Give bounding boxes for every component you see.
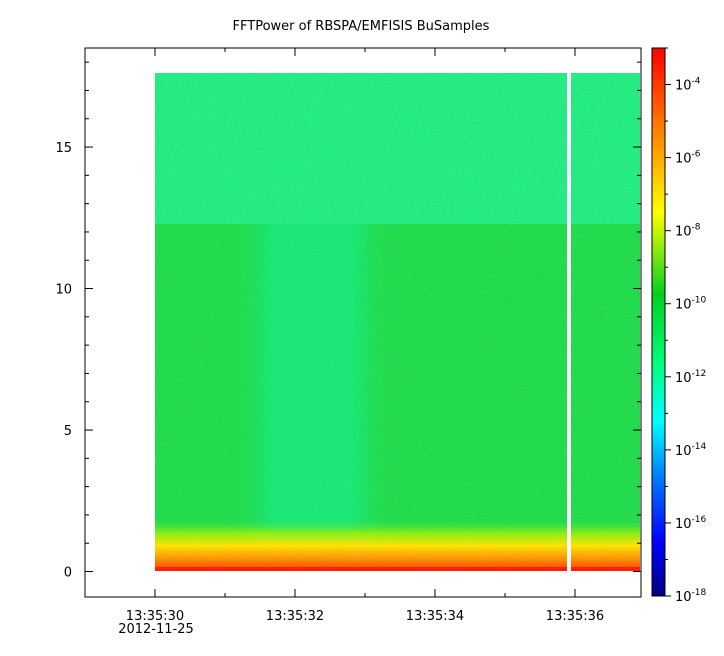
- x-axis: 13:35:30 13:35:32 13:35:34 13:35:36: [84, 48, 604, 624]
- colorbar: [651, 47, 666, 597]
- x-tick-label: 13:35:34: [406, 609, 464, 624]
- y-tick-label: 10: [55, 283, 72, 298]
- colorbar-tick-label: 10-14: [675, 442, 707, 459]
- y-tick-label: 0: [64, 566, 72, 581]
- bottom-red-line: [155, 567, 640, 571]
- colorbar-tick-label: 10-18: [675, 588, 707, 605]
- colorbar-ticks: 10-4 10-6 10-8 10-10 10-12 10-14 10-16 10-18: [665, 47, 707, 605]
- chart-title: FFTPower of RBSPA/EMFISIS BuSamples: [233, 19, 490, 34]
- y-axis: 0 5 10 15: [55, 61, 641, 581]
- colorbar-tick-label: 10-10: [675, 296, 707, 313]
- colorbar-tick-label: 10-8: [675, 223, 701, 240]
- y-tick-label: 5: [64, 424, 72, 439]
- spectrogram-image: [155, 73, 640, 571]
- y-tick-label: 15: [55, 141, 72, 156]
- colorbar-tick-label: 10-6: [675, 150, 701, 167]
- data-gap: [567, 73, 571, 571]
- x-tick-label: 13:35:30: [126, 609, 184, 624]
- colorbar-tick-label: 10-12: [675, 369, 706, 386]
- x-axis-date-label: 2012-11-25: [118, 622, 194, 637]
- colorbar-tick-label: 10-16: [675, 515, 707, 532]
- colorbar-tick-label: 10-4: [675, 77, 701, 94]
- x-tick-label: 13:35:32: [266, 609, 324, 624]
- spectrogram-noise: [155, 73, 640, 571]
- x-tick-label: 13:35:36: [546, 609, 604, 624]
